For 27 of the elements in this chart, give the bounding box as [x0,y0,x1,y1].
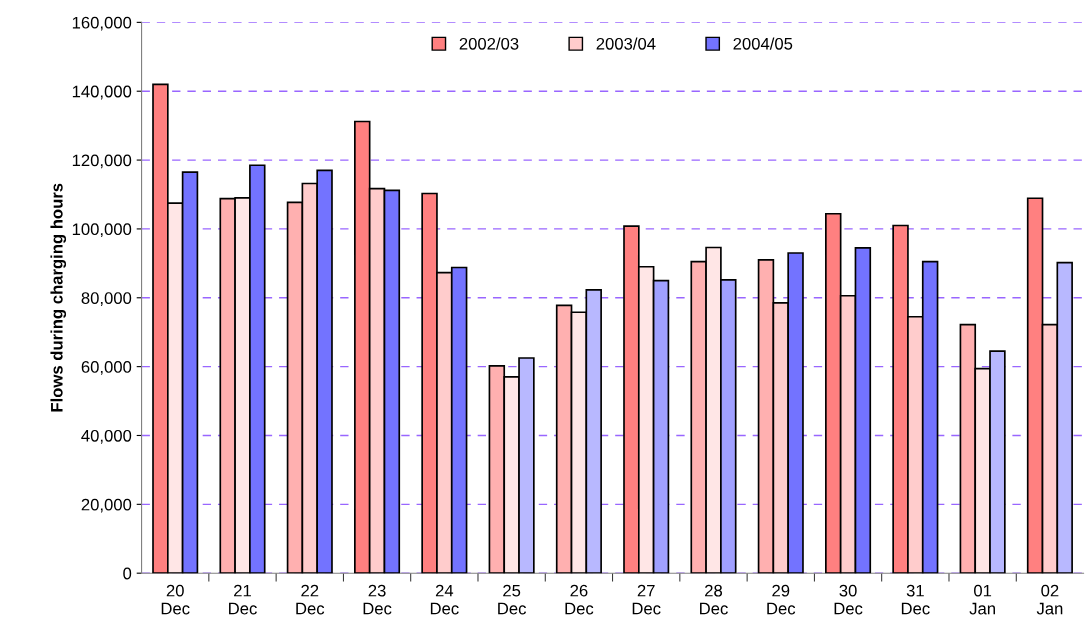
x-tick-label: 26 Dec [565,584,594,615]
x-tick-label: 23 Dec [363,584,392,615]
x-tick-label: 25 Dec [498,584,527,615]
legend-label: 2003/04 [596,37,656,50]
y-tick-label: 60,000 [81,361,132,375]
x-tick-label: 22 Dec [296,584,325,615]
x-tick-label: 01 Jan [969,584,995,615]
y-tick-label: 120,000 [72,154,132,169]
y-tick-label: 80,000 [81,292,132,306]
legend-label: 2004/05 [733,37,793,50]
x-tick-label: 24 Dec [430,584,459,615]
y-tick-label: 20,000 [81,498,132,513]
y-axis-title: Flows during charging hours [50,183,67,412]
y-tick-label: 40,000 [81,429,132,444]
x-tick-label: 28 Dec [700,584,728,615]
y-tick-label: 100,000 [72,223,132,238]
x-tick-label: 20 Dec [161,584,190,615]
x-tick-label: 21 Dec [229,584,257,615]
x-tick-label: 31 Dec [901,584,930,615]
x-tick-label: 02 Jan [1036,584,1063,615]
x-tick-label: 30 Dec [834,584,863,615]
y-tick-label: 0 [123,567,132,580]
y-tick-label: 140,000 [72,85,132,100]
y-tick-label: 160,000 [72,16,132,31]
x-tick-label: 29 Dec [767,584,796,615]
x-tick-label: 27 Dec [632,584,661,615]
legend-label: 2002/03 [459,37,519,50]
